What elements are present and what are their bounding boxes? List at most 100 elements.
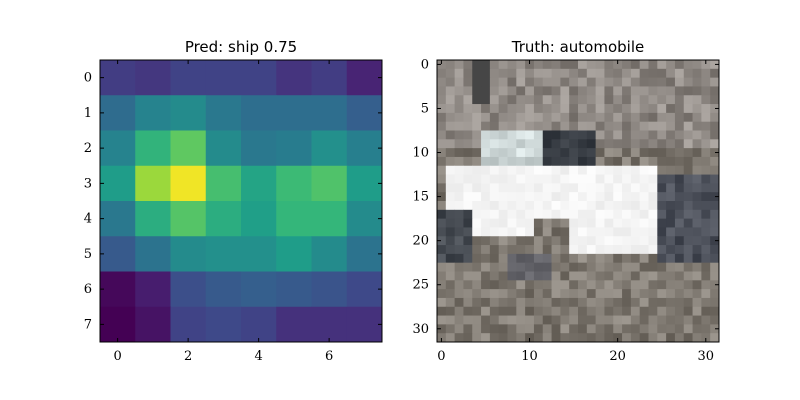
image-pixel [683,148,693,158]
image-pixel [674,130,685,140]
image-pixel [666,262,676,272]
image-pixel [472,253,482,264]
image-pixel [498,262,508,272]
image-pixel [489,324,500,334]
image-pixel [622,174,632,184]
image-pixel [472,315,482,325]
image-pixel [639,104,649,114]
image-pixel [560,192,570,202]
heatmap-cell [346,306,383,343]
image-pixel [710,271,720,281]
image-pixel [683,218,693,228]
image-pixel [586,156,597,167]
x-tick-label: 2 [184,349,192,364]
image-pixel [489,201,500,211]
image-pixel [666,112,676,123]
image-pixel [666,86,676,96]
image-pixel [595,218,605,228]
image-pixel [472,280,482,290]
image-pixel [507,192,517,202]
image-pixel [454,201,464,211]
image-pixel [674,201,685,211]
image-pixel [683,315,693,325]
image-pixel [630,130,641,140]
image-pixel [481,297,491,308]
image-pixel [595,121,605,131]
image-pixel [604,192,614,202]
image-pixel [560,121,570,131]
image-pixel [595,236,605,246]
heatmap-cells [100,60,383,343]
image-pixel [586,315,597,325]
image-pixel [516,289,526,299]
image-pixel [586,280,597,290]
image-pixel [569,209,579,220]
image-pixel [604,289,614,299]
image-pixel [516,262,526,272]
image-pixel [639,95,649,105]
image-pixel [666,324,676,334]
image-pixel [683,253,693,264]
heatmap-cell [241,165,277,202]
heatmap-cell [205,95,242,131]
image-pixel [569,289,579,299]
image-pixel [639,77,649,87]
image-pixel [542,306,552,316]
heatmap-cell [100,130,136,167]
image-pixel [551,209,561,220]
image-pixel [516,77,526,87]
image-pixel [692,227,702,237]
image-pixel [525,192,535,202]
image-pixel [489,227,500,237]
image-pixel [445,218,456,228]
truth-axes-frame [436,59,720,343]
image-pixel [560,262,570,272]
image-pixel [604,130,614,140]
image-pixel [701,245,711,255]
image-pixel [639,139,649,149]
image-pixel [542,201,552,211]
image-pixel [622,139,632,149]
image-pixel [533,148,544,158]
image-pixel [454,156,464,167]
image-pixel [569,104,579,114]
y-tick-label: 10 [412,146,429,161]
image-pixel [542,245,552,255]
image-pixel [437,289,447,299]
image-pixel [630,262,641,272]
image-pixel [639,148,649,158]
image-pixel [463,315,473,325]
image-pixel [498,218,508,228]
image-pixel [657,130,667,140]
image-pixel [710,86,720,96]
image-pixel [666,68,676,79]
image-pixel [622,218,632,228]
image-pixel [648,104,658,114]
image-pixel [463,148,473,158]
heatmap-cell [205,165,242,202]
image-pixel [683,77,693,87]
image-pixel [481,245,491,255]
image-pixel [516,95,526,105]
image-pixel [551,227,561,237]
image-pixel [481,236,491,246]
image-pixel [560,306,570,316]
image-pixel [463,324,473,334]
image-pixel [639,315,649,325]
image-pixel [648,174,658,184]
image-pixel [578,280,588,290]
image-pixel [701,130,711,140]
x-tick-label: 30 [698,349,715,364]
image-pixel [542,218,552,228]
image-pixel [701,192,711,202]
image-pixel [437,95,447,105]
image-pixel [639,271,649,281]
image-pixel [683,297,693,308]
image-pixel [560,333,570,343]
image-pixel [498,271,508,281]
image-pixel [710,95,720,105]
heatmap-cell [276,271,312,308]
heatmap-cell [135,130,171,167]
image-pixel [569,297,579,308]
image-pixel [445,236,456,246]
